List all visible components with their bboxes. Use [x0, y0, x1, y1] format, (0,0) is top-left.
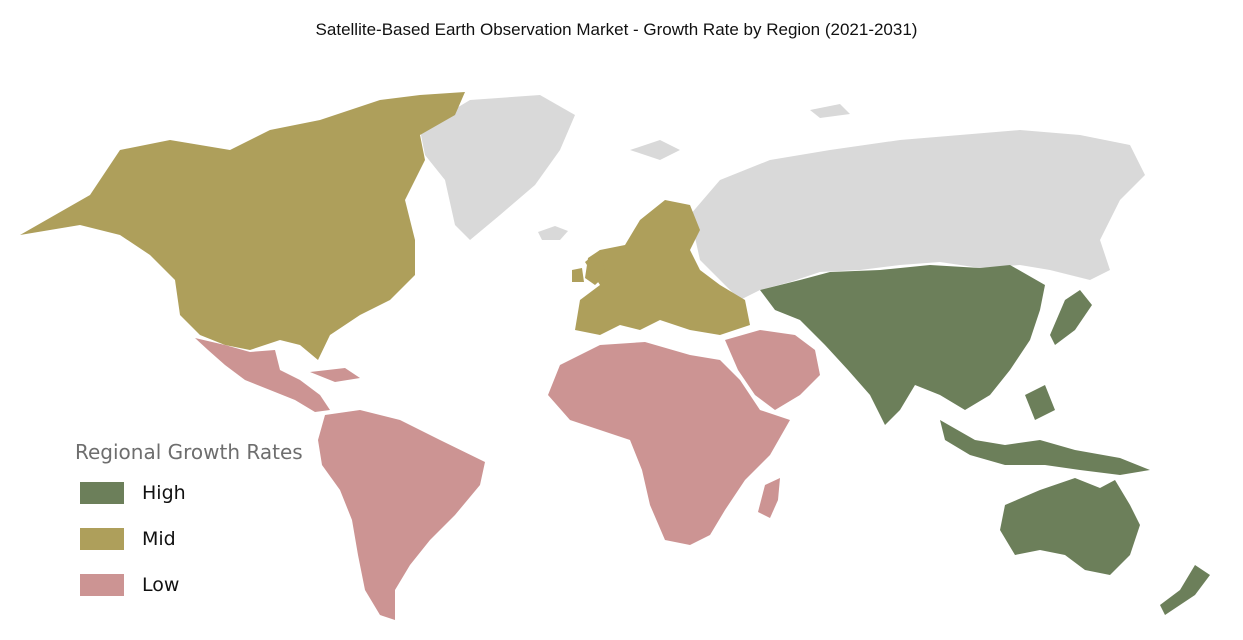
legend-label-mid: Mid [142, 528, 176, 550]
region-greenland [420, 95, 575, 240]
legend-item-mid: Mid [75, 524, 335, 554]
region-caribbean [310, 368, 360, 382]
region-europe [575, 200, 750, 335]
region-south-america [318, 410, 485, 620]
region-russia [690, 130, 1145, 300]
region-uk-ireland [572, 250, 606, 285]
legend: Regional Growth Rates High Mid Low [75, 440, 335, 616]
legend-swatch-low [80, 574, 124, 596]
region-iceland [538, 226, 568, 240]
region-middle-east [725, 330, 820, 410]
region-mexico-central-america [195, 338, 330, 412]
legend-title: Regional Growth Rates [75, 440, 303, 464]
map-title: Satellite-Based Earth Observation Market… [315, 20, 918, 39]
region-japan [1050, 290, 1092, 345]
region-southeast-asia [940, 385, 1150, 475]
region-arctic-islands [630, 104, 850, 160]
legend-item-high: High [75, 478, 335, 508]
legend-swatch-mid [80, 528, 124, 550]
legend-label-high: High [142, 482, 186, 504]
region-asia-pacific [760, 265, 1045, 425]
region-madagascar [758, 478, 780, 518]
legend-swatch-high [80, 482, 124, 504]
region-new-zealand [1160, 565, 1210, 615]
legend-item-low: Low [75, 570, 335, 600]
legend-label-low: Low [142, 574, 180, 596]
region-north-america [20, 92, 465, 360]
region-africa [548, 342, 790, 545]
region-australia [1000, 478, 1140, 575]
